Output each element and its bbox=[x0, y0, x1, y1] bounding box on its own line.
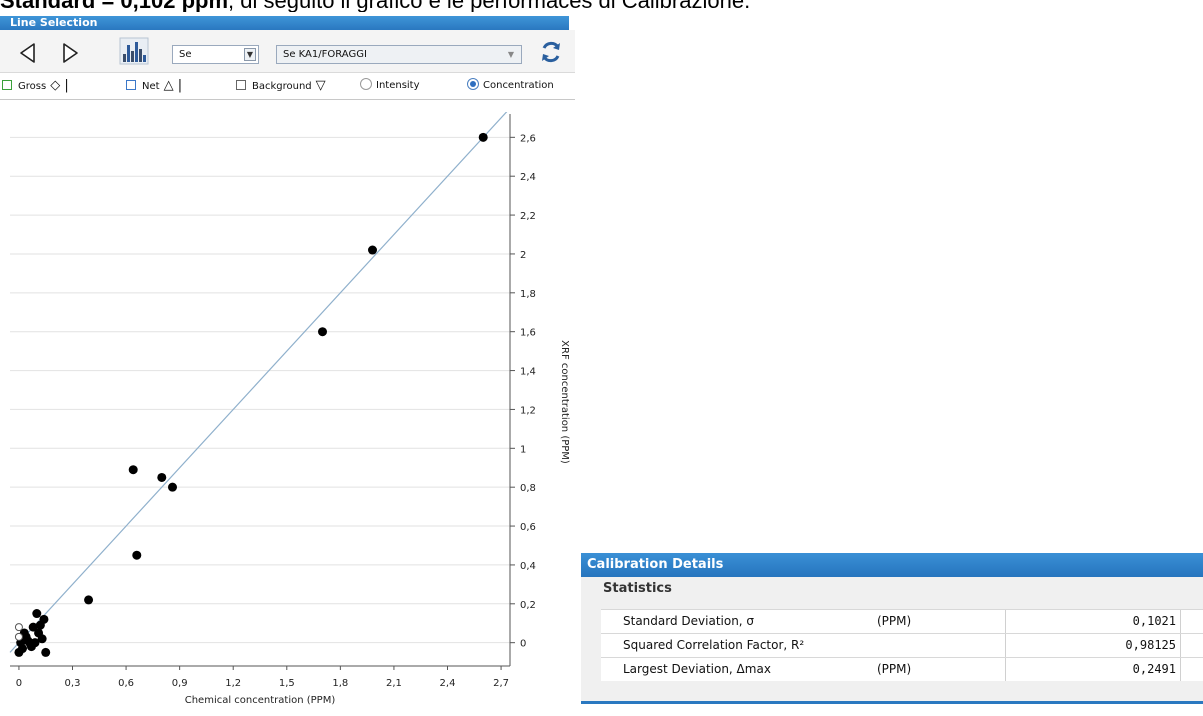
gross-option[interactable]: Gross ◇ | bbox=[2, 73, 69, 99]
y-tick-label: 0 bbox=[520, 639, 526, 650]
y-tick-label: 2,6 bbox=[520, 133, 536, 144]
x-tick-label: 0,9 bbox=[172, 678, 188, 689]
statistics-section-header: Statistics bbox=[581, 577, 1203, 609]
y-axis-title: XRF concentration (PPM) bbox=[559, 340, 570, 464]
data-point bbox=[168, 482, 177, 492]
background-checkbox[interactable] bbox=[236, 80, 246, 90]
y-tick-label: 0,2 bbox=[520, 600, 536, 611]
x-tick-label: 1,2 bbox=[225, 678, 241, 689]
data-point bbox=[41, 647, 51, 657]
chevron-down-icon[interactable]: ▼ bbox=[244, 48, 256, 61]
stat-value: 0,1021 bbox=[1005, 610, 1181, 633]
line-selection-toolbar: Se ▼ Se KA1/FORAGGI ▼ bbox=[0, 30, 575, 73]
line-selection-panel: Line Selection Se ▼ Se KA1/FORAGGI ▼ bbox=[0, 12, 575, 706]
stat-value: 0,2491 bbox=[1005, 658, 1181, 681]
intensity-label: Intensity bbox=[376, 80, 420, 91]
y-tick-label: 1,4 bbox=[520, 367, 536, 378]
data-point bbox=[478, 132, 488, 142]
x-axis-title: Chemical concentration (PPM) bbox=[185, 695, 336, 706]
spectrum-icon[interactable] bbox=[119, 37, 149, 65]
data-point bbox=[318, 327, 327, 337]
y-tick-label: 2,2 bbox=[520, 211, 536, 222]
prev-arrow-icon[interactable] bbox=[16, 41, 40, 65]
data-point-hollow bbox=[14, 632, 23, 641]
gross-label: Gross bbox=[18, 81, 47, 92]
calibration-fit-line bbox=[9, 112, 508, 653]
data-point bbox=[132, 550, 142, 560]
x-tick-label: 0,6 bbox=[118, 678, 134, 689]
data-point-hollow bbox=[14, 623, 23, 632]
next-arrow-icon[interactable] bbox=[58, 41, 82, 65]
stat-row-squared-correlation: Squared Correlation Factor, R² 0,98125 bbox=[601, 633, 1203, 657]
y-tick-label: 2,4 bbox=[520, 172, 536, 183]
y-tick-label: 1,2 bbox=[520, 405, 536, 416]
data-point bbox=[157, 472, 167, 482]
data-point bbox=[25, 638, 35, 648]
x-tick-label: 1,8 bbox=[332, 678, 348, 689]
element-select[interactable]: Se ▼ bbox=[172, 45, 259, 64]
intensity-option[interactable]: Intensity bbox=[360, 73, 420, 99]
calibration-details-panel: Calibration Details Statistics Standard … bbox=[581, 553, 1203, 704]
stat-unit: (PPM) bbox=[877, 662, 912, 676]
net-option[interactable]: Net △ | bbox=[126, 73, 182, 99]
x-tick-label: 1,5 bbox=[279, 678, 295, 689]
y-tick-label: 0,4 bbox=[520, 561, 536, 572]
intensity-radio[interactable] bbox=[360, 78, 372, 90]
data-point bbox=[368, 245, 377, 255]
line-selection-title: Line Selection bbox=[0, 16, 569, 30]
net-label: Net bbox=[142, 81, 160, 92]
chevron-down-icon[interactable]: ▼ bbox=[507, 50, 515, 59]
x-tick-label: 0,3 bbox=[65, 678, 81, 689]
x-tick-label: 2,1 bbox=[386, 678, 402, 689]
gross-checkbox[interactable] bbox=[2, 80, 12, 90]
heading-text: , di seguito il grafico e le performaces… bbox=[228, 0, 750, 12]
stat-unit: (PPM) bbox=[877, 614, 912, 628]
y-tick-label: 0,6 bbox=[520, 522, 536, 533]
background-option[interactable]: Background ▽ bbox=[236, 73, 326, 99]
data-point bbox=[14, 647, 24, 657]
concentration-option[interactable]: Concentration bbox=[467, 73, 554, 99]
inverted-triangle-icon: ▽ bbox=[315, 78, 326, 93]
stat-label: Squared Correlation Factor, R² bbox=[623, 638, 805, 652]
document-heading: Standard = 0,102 ppm, di seguito il graf… bbox=[0, 0, 1203, 12]
stat-value: 0,98125 bbox=[1005, 634, 1181, 657]
data-point bbox=[28, 622, 38, 632]
line-select-value: Se KA1/FORAGGI bbox=[283, 49, 367, 60]
net-checkbox[interactable] bbox=[126, 80, 136, 90]
data-point bbox=[32, 609, 42, 619]
stat-row-standard-deviation: Standard Deviation, σ (PPM) 0,1021 bbox=[601, 609, 1203, 633]
concentration-radio[interactable] bbox=[467, 78, 479, 90]
calibration-details-title: Calibration Details bbox=[581, 553, 1203, 577]
data-point bbox=[34, 628, 44, 638]
data-point bbox=[84, 595, 94, 605]
concentration-label: Concentration bbox=[483, 80, 554, 91]
stat-label: Largest Deviation, Δmax bbox=[623, 662, 771, 676]
y-tick-label: 1,6 bbox=[520, 328, 536, 339]
x-tick-label: 2,7 bbox=[493, 678, 509, 689]
x-tick-label: 2,4 bbox=[440, 678, 456, 689]
diamond-icon: ◇ | bbox=[50, 78, 69, 93]
y-tick-label: 0,8 bbox=[520, 483, 536, 494]
x-tick-label: 0 bbox=[16, 678, 22, 689]
data-point bbox=[128, 465, 138, 475]
line-select[interactable]: Se KA1/FORAGGI ▼ bbox=[276, 45, 522, 64]
triangle-icon: △ | bbox=[163, 78, 183, 93]
stat-label: Standard Deviation, σ bbox=[623, 614, 755, 628]
mode-bar: Gross ◇ | Net △ | Background ▽ Intensity Co… bbox=[0, 73, 575, 100]
element-select-value: Se bbox=[179, 49, 192, 60]
heading-bold-text: Standard = 0,102 ppm bbox=[0, 0, 228, 12]
y-tick-label: 1,8 bbox=[520, 289, 536, 300]
y-tick-label: 2 bbox=[520, 250, 526, 261]
stat-row-largest-deviation: Largest Deviation, Δmax (PPM) 0,2491 bbox=[601, 657, 1203, 681]
data-point bbox=[35, 620, 45, 630]
y-tick-label: 1 bbox=[520, 444, 526, 455]
calibration-chart: 0 0,2 0,4 0,6 0,8 1 1,2 1,4 1,6 1,8 2 2,2 2,4 2,6 0 0,3… bbox=[9, 112, 570, 706]
refresh-icon[interactable] bbox=[538, 40, 564, 64]
background-label: Background bbox=[252, 81, 312, 92]
